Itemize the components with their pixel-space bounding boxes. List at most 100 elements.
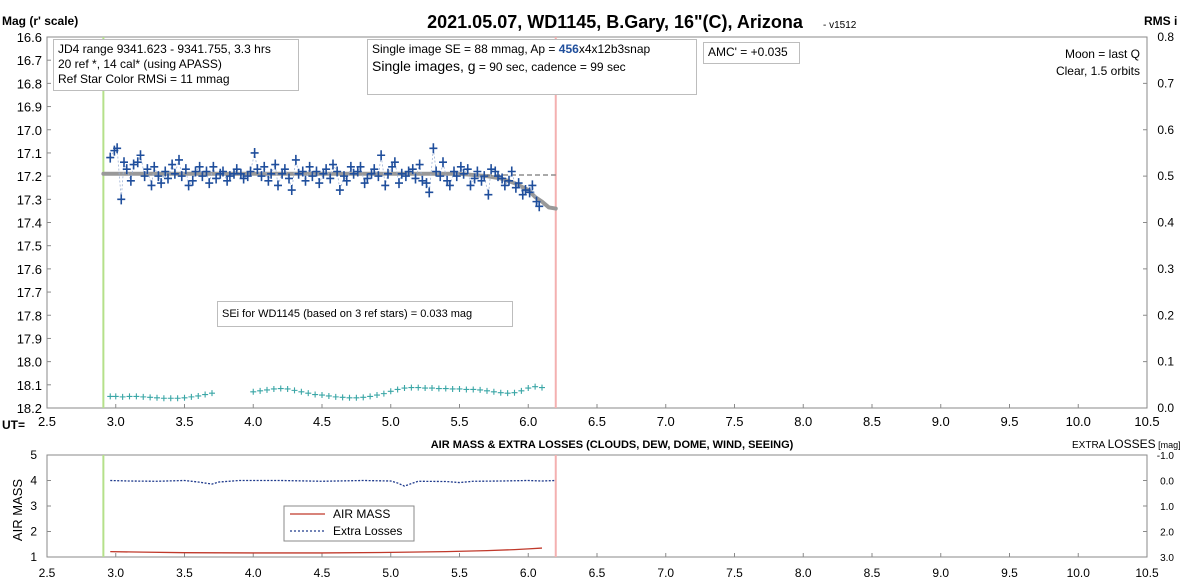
air-mass-y-tick-label: 4 bbox=[30, 474, 37, 488]
magnitude-point bbox=[225, 171, 234, 182]
magnitude-point bbox=[260, 161, 269, 172]
rms-point bbox=[442, 385, 449, 392]
y2-axis-label: RMS i bbox=[1144, 14, 1177, 28]
x-tick-label: 5.0 bbox=[382, 414, 400, 429]
rms-point bbox=[284, 385, 291, 392]
magnitude-point bbox=[535, 201, 544, 212]
image-se-line-1: Single image SE = 88 mmag, Ap = 456x4x12… bbox=[372, 42, 692, 57]
air-mass-x-tick-label: 3.0 bbox=[107, 566, 124, 580]
air-mass-x-tick-label: 3.5 bbox=[176, 566, 193, 580]
air-mass-x-tick-label: 5.0 bbox=[382, 566, 399, 580]
magnitude-point bbox=[267, 168, 276, 179]
y2-tick-label: 0.0 bbox=[1157, 401, 1174, 415]
magnitude-connector bbox=[109, 147, 540, 207]
rms-point bbox=[250, 388, 257, 395]
extra-losses-tick-label: 0.0 bbox=[1160, 477, 1174, 488]
x-tick-label: 8.5 bbox=[863, 414, 881, 429]
x-tick-label: 3.5 bbox=[175, 414, 193, 429]
magnitude-point bbox=[436, 171, 445, 182]
rms-point bbox=[518, 387, 525, 394]
y-tick-label: 16.8 bbox=[17, 76, 42, 91]
rms-point bbox=[470, 386, 477, 393]
magnitude-point bbox=[404, 166, 413, 177]
magnitude-point bbox=[136, 150, 145, 161]
rms-point bbox=[401, 385, 408, 392]
magnitude-point bbox=[219, 166, 227, 177]
rms-point bbox=[497, 389, 504, 396]
magnitude-point bbox=[177, 171, 186, 182]
rms-point bbox=[325, 392, 332, 399]
info-box: JD4 range 9341.623 - 9341.755, 3.3 hrs 2… bbox=[53, 39, 299, 91]
y-tick-label: 17.7 bbox=[17, 285, 42, 300]
rms-point bbox=[477, 386, 484, 393]
x-tick-label: 6.0 bbox=[519, 414, 537, 429]
air-mass-x-tick-label: 7.0 bbox=[657, 566, 674, 580]
magnitude-point bbox=[480, 171, 489, 182]
extra-losses-axis-label-big: LOSSES bbox=[1108, 437, 1156, 451]
magnitude-point bbox=[168, 159, 177, 170]
air-mass-x-tick-label: 4.5 bbox=[314, 566, 331, 580]
cadence-suffix: = 90 sec, cadence = 99 sec bbox=[475, 60, 626, 74]
magnitude-point bbox=[329, 159, 337, 170]
x-tick-label: 7.5 bbox=[725, 414, 743, 429]
rms-point bbox=[367, 393, 374, 400]
magnitude-point bbox=[525, 187, 534, 198]
magnitude-point bbox=[239, 173, 248, 184]
magnitude-point bbox=[505, 175, 513, 186]
legend-box bbox=[283, 505, 415, 542]
y-tick-label: 17.2 bbox=[17, 169, 42, 184]
magnitude-point bbox=[384, 168, 392, 179]
legend-air-mass-label: AIR MASS bbox=[333, 507, 390, 521]
x-tick-label: 4.5 bbox=[313, 414, 331, 429]
moon-line-2: Clear, 1.5 orbits bbox=[1055, 64, 1140, 78]
magnitude-point bbox=[191, 166, 200, 177]
rms-point bbox=[319, 392, 325, 399]
rms-point bbox=[107, 393, 114, 400]
rms-point bbox=[429, 385, 435, 392]
magnitude-point bbox=[415, 159, 424, 170]
magnitude-point bbox=[408, 164, 417, 175]
rms-point bbox=[112, 393, 119, 400]
y2-tick-label: 0.3 bbox=[1157, 262, 1174, 276]
air-mass-plot-frame bbox=[46, 454, 1148, 558]
magnitude-point bbox=[184, 180, 193, 191]
x-tick-label: 8.0 bbox=[794, 414, 812, 429]
magnitude-point bbox=[212, 173, 221, 184]
magnitude-point bbox=[333, 166, 342, 177]
model-fit-line bbox=[101, 171, 558, 211]
x-tick-label: 10.0 bbox=[1066, 414, 1091, 429]
rms-point bbox=[422, 385, 429, 392]
magnitude-point bbox=[308, 171, 317, 182]
rms-point bbox=[160, 395, 167, 402]
magnitude-point bbox=[439, 157, 447, 168]
rms-point bbox=[539, 384, 545, 391]
magnitude-point bbox=[346, 161, 355, 172]
y-tick-label: 18.2 bbox=[17, 401, 42, 416]
y-tick-label: 17.6 bbox=[17, 262, 42, 277]
magnitude-point bbox=[209, 161, 218, 172]
y-tick-label: 18.0 bbox=[17, 355, 42, 370]
magnitude-point bbox=[445, 180, 454, 191]
magnitude-point bbox=[164, 173, 172, 184]
air-mass-chart-title: AIR MASS & EXTRA LOSSES (CLOUDS, DEW, DO… bbox=[431, 439, 794, 451]
magnitude-point bbox=[528, 180, 537, 191]
magnitude-point bbox=[500, 180, 509, 191]
rms-point bbox=[270, 385, 277, 392]
rms-point bbox=[394, 386, 401, 393]
rms-point bbox=[202, 391, 209, 398]
air-mass-x-tick-label: 6.5 bbox=[589, 566, 606, 580]
y2-tick-label: 0.7 bbox=[1157, 76, 1174, 90]
magnitude-point bbox=[418, 175, 427, 186]
x-tick-label: 3.0 bbox=[107, 414, 125, 429]
rms-point bbox=[277, 385, 284, 392]
magnitude-point bbox=[129, 159, 138, 170]
sei-box: SEi for WD1145 (based on 3 ref stars) = … bbox=[217, 301, 513, 327]
rms-point bbox=[484, 387, 490, 394]
magnitude-point bbox=[274, 180, 282, 191]
magnitude-point bbox=[381, 180, 390, 191]
x-tick-label: 9.5 bbox=[1000, 414, 1018, 429]
extra-losses-tick-label: 2.0 bbox=[1160, 528, 1174, 539]
x-tick-label: 6.5 bbox=[588, 414, 606, 429]
y2-tick-label: 0.8 bbox=[1157, 30, 1174, 44]
